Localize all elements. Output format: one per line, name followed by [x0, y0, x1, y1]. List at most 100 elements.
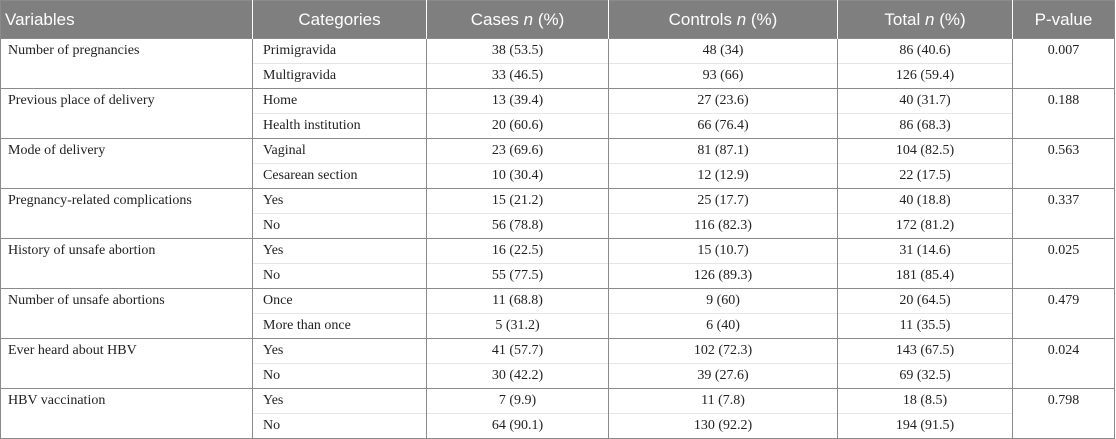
cases-cell: 5 (31.2) — [426, 313, 609, 339]
variable-cell: HBV vaccination — [0, 388, 253, 439]
total-cell: 40 (31.7) — [837, 88, 1013, 114]
cases-cell: 16 (22.5) — [426, 238, 609, 264]
controls-cell: 9 (60) — [608, 288, 838, 314]
table-row: HBV vaccination Yes 7 (9.9) 11 (7.8) 18 (8.5… — [0, 388, 1115, 439]
category-cell: Yes — [252, 338, 427, 364]
category-cell: Vaginal — [252, 138, 427, 164]
table-row: No 30 (42.2) 39 (27.6) 69 (32.5) — [1, 363, 1115, 389]
header-cases-n: n — [523, 9, 534, 29]
header-variables: Variables — [0, 0, 253, 39]
category-cell: No — [252, 263, 427, 289]
header-controls-pct: (%) — [746, 9, 778, 29]
table-row: Pregnancy-related complications Yes 15 (21… — [0, 188, 1115, 239]
variable-cell: Ever heard about HBV — [0, 338, 253, 389]
pvalue-cell: 0.025 — [1012, 238, 1115, 289]
table-row: Multigravida 33 (46.5) 93 (66) 126 (59.4) — [1, 63, 1115, 89]
cases-cell: 20 (60.6) — [426, 113, 609, 139]
header-total: Total n (%) — [837, 0, 1013, 39]
controls-cell: 130 (92.2) — [608, 413, 838, 439]
cases-cell: 11 (68.8) — [426, 288, 609, 314]
header-cases: Cases n (%) — [426, 0, 609, 39]
category-cell: Cesarean section — [252, 163, 427, 189]
cases-cell: 64 (90.1) — [426, 413, 609, 439]
pvalue-cell: 0.337 — [1012, 188, 1115, 239]
controls-cell: 116 (82.3) — [608, 213, 838, 239]
pvalue-cell: 0.024 — [1012, 338, 1115, 389]
category-cell: No — [252, 213, 427, 239]
cases-cell: 41 (57.7) — [426, 338, 609, 364]
category-cell: Primigravida — [252, 38, 427, 64]
category-cell: No — [252, 363, 427, 389]
table-row: No 55 (77.5) 126 (89.3) 181 (85.4) — [1, 263, 1115, 289]
variable-cell: Number of unsafe abortions — [0, 288, 253, 339]
total-cell: 104 (82.5) — [837, 138, 1013, 164]
pvalue-cell: 0.188 — [1012, 88, 1115, 139]
header-categories: Categories — [252, 0, 427, 39]
category-cell: Yes — [252, 188, 427, 214]
header-cases-prefix: Cases — [470, 9, 524, 29]
controls-cell: 39 (27.6) — [608, 363, 838, 389]
cases-cell: 7 (9.9) — [426, 388, 609, 414]
table-row: Ever heard about HBV Yes 41 (57.7) 102 (72.… — [0, 338, 1115, 389]
cases-cell: 38 (53.5) — [426, 38, 609, 64]
total-cell: 40 (18.8) — [837, 188, 1013, 214]
controls-cell: 12 (12.9) — [608, 163, 838, 189]
category-cell: Yes — [252, 238, 427, 264]
table-row: History of unsafe abortion Yes 16 (22.5) 15… — [0, 238, 1115, 289]
cases-cell: 56 (78.8) — [426, 213, 609, 239]
header-pvalue: P-value — [1012, 0, 1115, 39]
controls-cell: 15 (10.7) — [608, 238, 838, 264]
controls-cell: 81 (87.1) — [608, 138, 838, 164]
variable-cell: Pregnancy-related complications — [0, 188, 253, 239]
header-row: Variables Categories Cases n (%) Control… — [0, 0, 1115, 39]
pvalue-cell: 0.798 — [1012, 388, 1115, 439]
table-body: Number of pregnancies Primigravida 38 (53.… — [0, 38, 1115, 439]
total-cell: 20 (64.5) — [837, 288, 1013, 314]
header-total-prefix: Total — [884, 9, 925, 29]
category-cell: No — [252, 413, 427, 439]
table-row: No 64 (90.1) 130 (92.2) 194 (91.5) — [1, 413, 1115, 439]
controls-cell: 102 (72.3) — [608, 338, 838, 364]
cases-cell: 23 (69.6) — [426, 138, 609, 164]
total-cell: 181 (85.4) — [837, 263, 1013, 289]
controls-cell: 27 (23.6) — [608, 88, 838, 114]
category-cell: Health institution — [252, 113, 427, 139]
total-cell: 18 (8.5) — [837, 388, 1013, 414]
category-cell: Once — [252, 288, 427, 314]
table-row: Health institution 20 (60.6) 66 (76.4) 86 (… — [1, 113, 1115, 139]
cases-cell: 10 (30.4) — [426, 163, 609, 189]
variable-cell: Number of pregnancies — [0, 38, 253, 89]
total-cell: 22 (17.5) — [837, 163, 1013, 189]
controls-cell: 48 (34) — [608, 38, 838, 64]
controls-cell: 11 (7.8) — [608, 388, 838, 414]
pvalue-cell: 0.479 — [1012, 288, 1115, 339]
category-cell: Home — [252, 88, 427, 114]
pvalue-cell: 0.007 — [1012, 38, 1115, 89]
header-total-n: n — [925, 9, 935, 29]
table-row: Number of pregnancies Primigravida 38 (53.… — [0, 38, 1115, 89]
variable-cell: History of unsafe abortion — [0, 238, 253, 289]
total-cell: 126 (59.4) — [837, 63, 1013, 89]
cases-cell: 30 (42.2) — [426, 363, 609, 389]
variable-cell: Previous place of delivery — [0, 88, 253, 139]
variable-cell: Mode of delivery — [0, 138, 253, 189]
cases-cell: 13 (39.4) — [426, 88, 609, 114]
table-row: Previous place of delivery Home 13 (39.4) 2… — [0, 88, 1115, 139]
table-row: No 56 (78.8) 116 (82.3) 172 (81.2) — [1, 213, 1115, 239]
header-cases-pct: (%) — [533, 9, 565, 29]
cases-cell: 33 (46.5) — [426, 63, 609, 89]
header-total-pct: (%) — [934, 9, 966, 29]
header-controls-n: n — [736, 9, 747, 29]
total-cell: 194 (91.5) — [837, 413, 1013, 439]
controls-cell: 25 (17.7) — [608, 188, 838, 214]
controls-cell: 93 (66) — [608, 63, 838, 89]
controls-cell: 126 (89.3) — [608, 263, 838, 289]
total-cell: 172 (81.2) — [837, 213, 1013, 239]
category-cell: More than once — [252, 313, 427, 339]
header-controls-prefix: Controls — [668, 9, 737, 29]
table-row: Mode of delivery Vaginal 23 (69.6) 81 (87.1… — [0, 138, 1115, 189]
table-row: More than once 5 (31.2) 6 (40) 11 (35.5) — [1, 313, 1115, 339]
category-cell: Multigravida — [252, 63, 427, 89]
table-row: Cesarean section 10 (30.4) 12 (12.9) 22 (17… — [1, 163, 1115, 189]
